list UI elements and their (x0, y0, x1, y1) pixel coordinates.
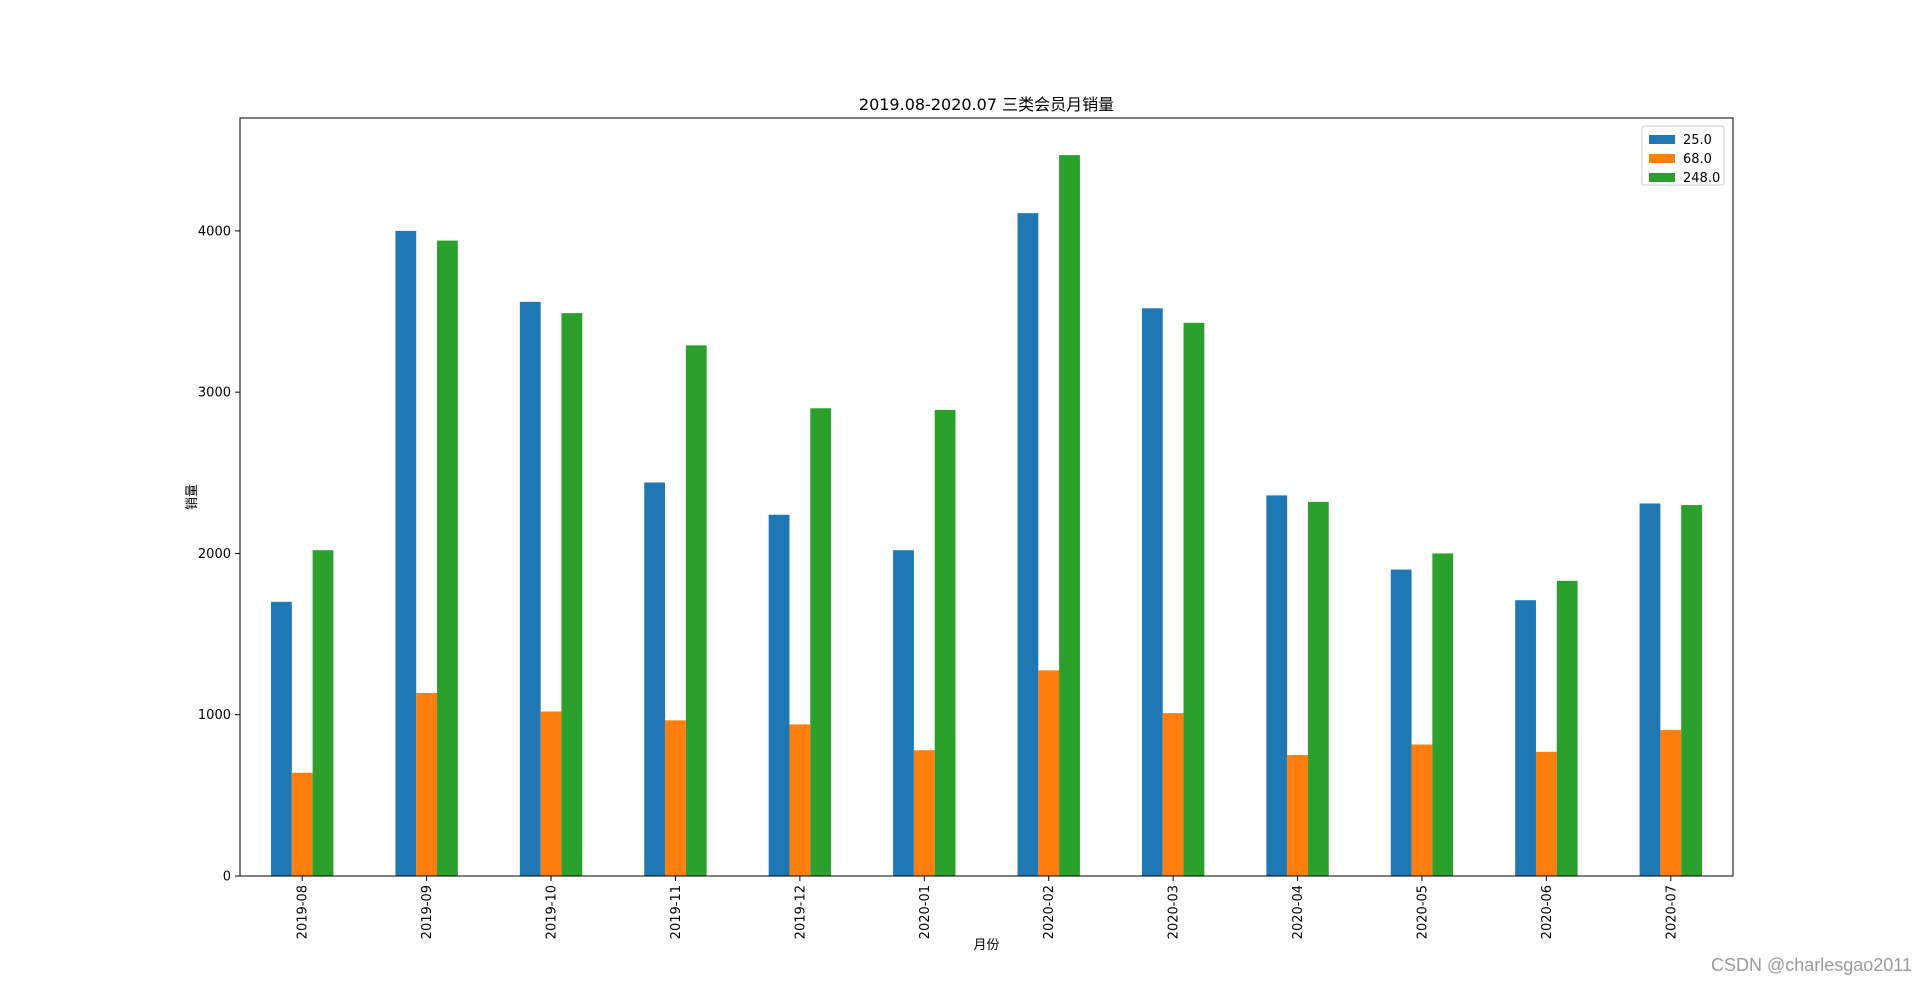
plot-frame (239, 117, 1734, 877)
bar-2020-07-series-2 (1660, 730, 1682, 876)
legend-label: 248.0 (1683, 171, 1720, 186)
bar-2019-08-series-3 (312, 550, 334, 876)
bar-2020-05-series-3 (1432, 553, 1454, 876)
bar-2019-11-series-2 (665, 720, 686, 876)
bar-2019-10-series-3 (561, 313, 583, 877)
bar-2019-12-series-2 (789, 724, 811, 876)
bar-2020-03-series-3 (1183, 322, 1205, 876)
bar-2019-10-series-2 (540, 711, 562, 876)
bar-2020-06-series-3 (1556, 580, 1578, 876)
bar-2020-06-series-1 (1515, 600, 1536, 876)
y-tick-label: 2000 (198, 547, 231, 562)
x-tick-label: 2020-01 (918, 885, 933, 939)
bar-2020-02-series-2 (1038, 670, 1060, 876)
bar-2020-04-series-3 (1307, 501, 1329, 876)
bar-2019-09-series-3 (437, 240, 458, 877)
y-tick-label: 4000 (198, 224, 231, 239)
legend-swatch (1649, 173, 1675, 182)
bar-2020-03-series-1 (1141, 308, 1163, 876)
x-axis: 2019-08 2019-09 2019-10 2019-11 2019-12 2020-… (296, 876, 1679, 939)
legend-label: 25.0 (1683, 133, 1712, 148)
bar-2019-10-series-1 (519, 301, 541, 876)
legend-swatch (1649, 154, 1675, 163)
bar-2020-01-series-2 (913, 750, 935, 876)
bar-2019-12-series-3 (810, 408, 832, 876)
watermark: CSDN @charlesgao2011 (1710, 955, 1912, 975)
y-tick-label: 3000 (198, 386, 231, 401)
x-tick-label: 2020-03 (1167, 885, 1182, 939)
legend-label: 68.0 (1683, 152, 1712, 167)
bar-2019-11-series-3 (685, 345, 707, 876)
bar-2019-09-series-2 (416, 692, 438, 876)
bar-2020-04-series-2 (1287, 755, 1308, 876)
y-axis-label: 销量 (185, 484, 200, 510)
y-tick-label: 1000 (198, 708, 231, 723)
bar-2019-09-series-1 (395, 230, 417, 876)
x-tick-label: 2019-11 (669, 885, 684, 939)
bar-2020-01-series-1 (893, 550, 914, 876)
y-axis: 0 1000 2000 3000 4000 (198, 224, 240, 885)
x-tick-label: 2020-04 (1291, 885, 1306, 939)
x-tick-label: 2020-02 (1042, 885, 1057, 939)
bar-2020-04-series-1 (1266, 495, 1288, 876)
bar-2020-01-series-3 (934, 409, 956, 876)
bar-2019-08-series-1 (271, 601, 292, 876)
bar-2020-03-series-2 (1162, 713, 1184, 876)
legend: 25.0 68.0 248.0 (1641, 125, 1725, 186)
bar-2020-05-series-2 (1411, 744, 1433, 876)
bar-2020-07-series-3 (1681, 505, 1702, 876)
bar-2020-06-series-2 (1535, 751, 1557, 876)
chart-title: 2019.08-2020.07 三类会员月销量 (859, 95, 1114, 114)
bar-2020-05-series-1 (1390, 569, 1412, 876)
x-tick-label: 2020-07 (1664, 885, 1679, 939)
legend-swatch (1649, 135, 1675, 144)
y-tick-label: 0 (223, 870, 231, 885)
bar-2019-08-series-2 (291, 772, 313, 876)
bar-2020-02-series-1 (1017, 213, 1039, 876)
x-tick-label: 2019-12 (793, 885, 808, 939)
x-tick-label: 2020-06 (1540, 885, 1555, 939)
bars-group (271, 155, 1702, 877)
x-tick-label: 2019-10 (545, 885, 560, 939)
bar-2020-02-series-3 (1059, 155, 1080, 876)
x-tick-label: 2020-05 (1415, 885, 1430, 939)
x-axis-label: 月份 (973, 938, 999, 953)
bar-2020-07-series-1 (1639, 503, 1661, 876)
bar-2019-11-series-1 (644, 482, 666, 876)
x-tick-label: 2019-09 (420, 885, 435, 939)
bar-2019-12-series-1 (768, 514, 790, 876)
x-tick-label: 2019-08 (296, 885, 311, 939)
